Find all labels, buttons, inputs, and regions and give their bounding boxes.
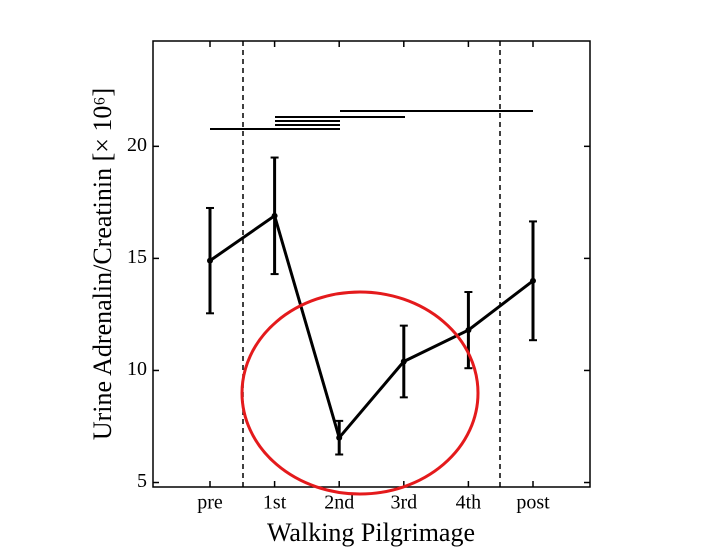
- highlight-circle: [240, 290, 480, 496]
- x-axis-label: Walking Pilgrimage: [267, 518, 475, 547]
- x-tick-label: 4th: [456, 492, 482, 514]
- y-axis-label: Urine Adrenalin/Creatinin [× 10⁶]: [88, 88, 117, 440]
- x-tick-label: post: [516, 492, 550, 514]
- y-tick-label: 5: [137, 470, 147, 492]
- data-point: [336, 434, 343, 441]
- data-point: [465, 327, 472, 334]
- x-tick-label: 2nd: [324, 492, 354, 514]
- significance-bars: [210, 110, 533, 130]
- data-point: [207, 257, 213, 264]
- x-tick-label: pre: [197, 492, 223, 514]
- x-tick-label: 3rd: [390, 492, 417, 514]
- data-line: [209, 213, 534, 441]
- x-tick-label: 1st: [263, 492, 287, 514]
- data-point: [400, 358, 407, 365]
- y-tick-label: 20: [127, 134, 147, 156]
- data-point: [271, 212, 278, 219]
- data-point: [530, 277, 536, 284]
- plot-frame: [152, 40, 591, 488]
- y-tick-label: 15: [127, 246, 147, 268]
- y-tick-label: 10: [127, 358, 147, 380]
